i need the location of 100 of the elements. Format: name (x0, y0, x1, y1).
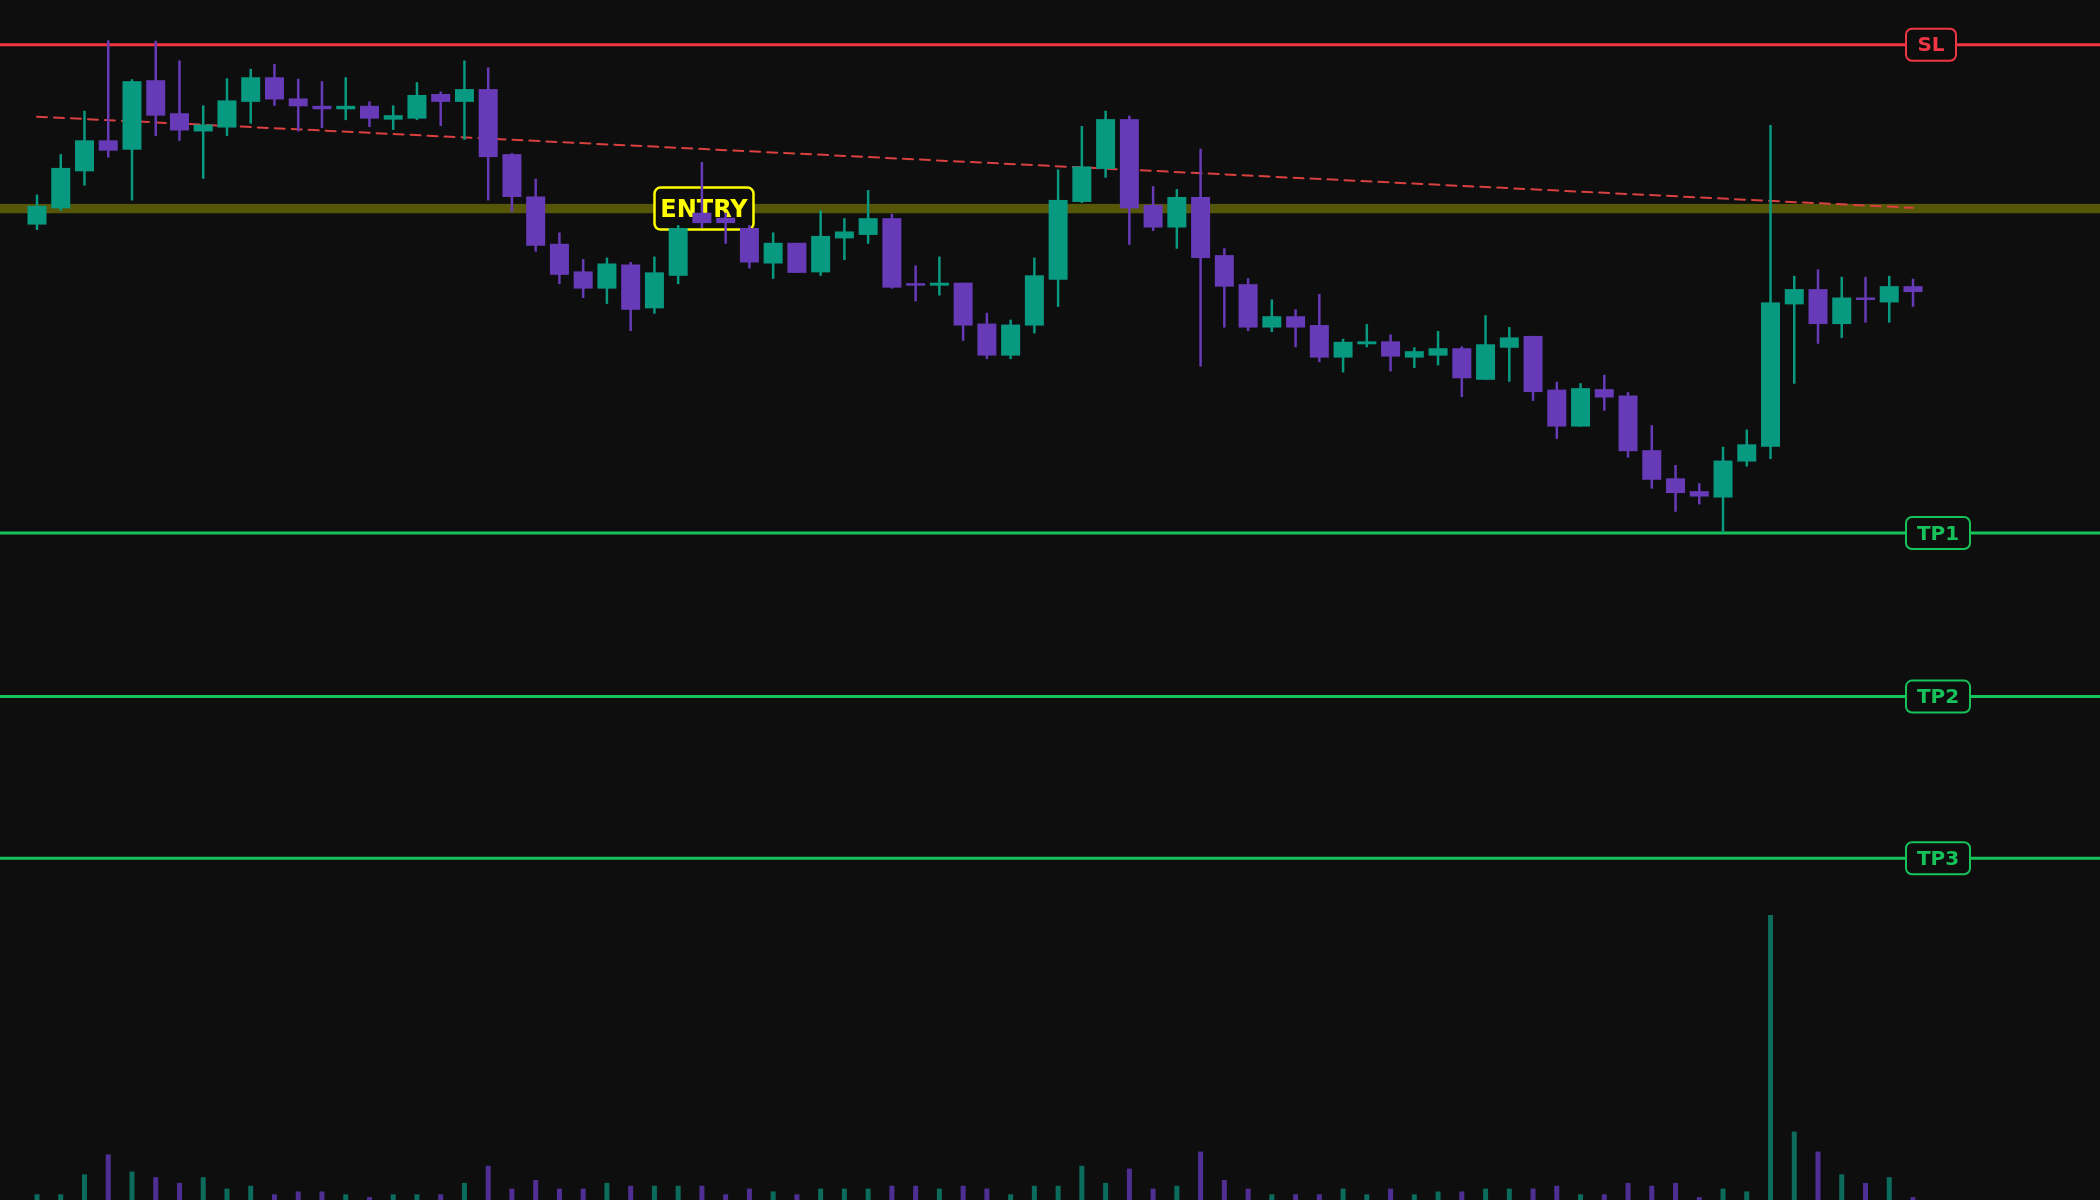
bar (1554, 1185, 1560, 1200)
candlestick (1499, 325, 1519, 383)
candlestick (1666, 463, 1686, 514)
candlestick (858, 188, 878, 246)
bar (1768, 915, 1774, 1200)
candlestick (1286, 308, 1306, 349)
bar (1340, 1188, 1346, 1200)
candlestick (1404, 346, 1424, 370)
bar (58, 1194, 64, 1200)
bar (794, 1194, 800, 1200)
bar (1364, 1194, 1370, 1200)
bar (1625, 1182, 1631, 1200)
ref-line-label: SL (1917, 32, 1945, 57)
bar (1483, 1188, 1489, 1200)
bar (746, 1188, 752, 1200)
bar (1886, 1177, 1892, 1200)
bar (509, 1188, 515, 1200)
bar (1459, 1191, 1465, 1200)
bar (438, 1194, 444, 1200)
candlestick (1262, 298, 1282, 334)
bar (176, 1182, 182, 1200)
bar (699, 1185, 705, 1200)
candlestick (1903, 277, 1923, 309)
candlestick (1333, 337, 1353, 374)
bar (1055, 1185, 1061, 1200)
bar (841, 1188, 847, 1200)
candlestick (407, 80, 427, 122)
ref-line-label: TP1 (1916, 520, 1960, 545)
candlestick (1381, 333, 1401, 373)
candlestick (431, 90, 451, 128)
bar (580, 1188, 586, 1200)
candlestick (1737, 428, 1757, 468)
candlestick (288, 77, 308, 133)
bar (1031, 1185, 1037, 1200)
bar (1435, 1191, 1441, 1200)
candlestick (834, 216, 854, 262)
ref-line-label: TP3 (1916, 845, 1960, 870)
bar (1744, 1191, 1750, 1200)
candlestick (454, 59, 474, 142)
candlestick (906, 264, 926, 303)
ref-line-label: TP2 (1916, 684, 1960, 709)
candlestick (1143, 184, 1163, 233)
candlestick (169, 59, 189, 143)
candlestick (929, 255, 949, 297)
bar (628, 1185, 634, 1200)
bar (390, 1194, 396, 1200)
bar (1269, 1194, 1275, 1200)
bar (1649, 1185, 1655, 1200)
bar (960, 1185, 966, 1200)
bar (818, 1188, 824, 1200)
candlestick (359, 100, 379, 129)
bar (1388, 1188, 1394, 1200)
bar (913, 1185, 919, 1200)
bar (1174, 1185, 1180, 1200)
bar (1601, 1194, 1607, 1200)
bar (1293, 1194, 1299, 1200)
bar (1198, 1151, 1204, 1200)
bar (34, 1194, 40, 1200)
bar (1839, 1174, 1845, 1200)
bar (153, 1177, 159, 1200)
bar (1530, 1188, 1536, 1200)
bar (248, 1185, 254, 1200)
candlestick (264, 62, 284, 108)
bar (1696, 1197, 1702, 1200)
bar (1910, 1197, 1916, 1200)
bar (770, 1191, 776, 1200)
bar (723, 1194, 729, 1200)
bar (485, 1165, 491, 1200)
bar (533, 1180, 539, 1200)
bar (1506, 1188, 1512, 1200)
bar (295, 1191, 301, 1200)
candlestick (1594, 373, 1614, 413)
candlestick (383, 104, 403, 132)
bar (1411, 1194, 1417, 1200)
bar (651, 1185, 657, 1200)
bar (1221, 1180, 1227, 1200)
bar (1245, 1188, 1251, 1200)
bar (1316, 1194, 1322, 1200)
candlestick (98, 39, 118, 159)
bar (1126, 1168, 1132, 1200)
bar (461, 1182, 467, 1200)
bar (1791, 1131, 1797, 1200)
candlestick (1689, 481, 1709, 506)
bar (604, 1182, 610, 1200)
bar (366, 1197, 372, 1200)
bar (889, 1185, 895, 1200)
bar (224, 1188, 230, 1200)
candlestick (1856, 275, 1876, 324)
bar (865, 1188, 871, 1200)
bar (81, 1174, 87, 1200)
bar (200, 1177, 206, 1200)
bar (129, 1171, 135, 1200)
candlestick (27, 193, 47, 232)
candlestick (1357, 322, 1377, 349)
candlestick (1784, 274, 1804, 385)
bar (1720, 1188, 1726, 1200)
candlestick (763, 231, 783, 281)
bar (414, 1194, 420, 1200)
bar (343, 1194, 349, 1200)
bar (271, 1194, 277, 1200)
